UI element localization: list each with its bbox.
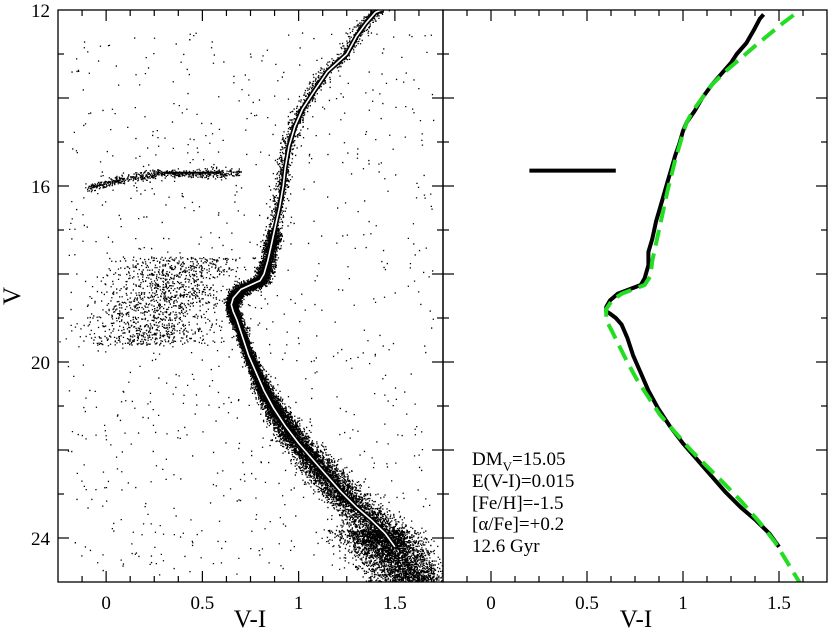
y-tick-label: 24 xyxy=(31,529,51,550)
dm-annotation: DMV=15.05 xyxy=(472,449,565,474)
right-x-axis-title: V-I xyxy=(620,606,652,633)
fit-parameters: DMV=15.05 E(V-I)=0.015 [Fe/H]=-1.5 [α/Fe… xyxy=(472,449,574,557)
left-x-tick-label: 0.5 xyxy=(191,593,215,614)
y-axis-title: V xyxy=(0,287,26,305)
right-axis-ticks: 0 0.5 1 1.5 xyxy=(443,10,827,614)
right-x-tick-label: 0 xyxy=(486,593,496,614)
right-panel: 0 0.5 1 1.5 DMV=15.05 E(V-I)=0.015 [Fe/H]=-… xyxy=(442,9,828,614)
left-panel-frame xyxy=(57,9,444,583)
left-x-axis-title: V-I xyxy=(234,606,266,633)
metallicity-annotation: [Fe/H]=-1.5 xyxy=(472,493,563,514)
age-annotation: 12.6 Gyr xyxy=(472,536,540,557)
left-panel: 0 0.5 1 1.5 12 16 20 24 xyxy=(31,1,444,614)
alpha-annotation: [α/Fe]=+0.2 xyxy=(472,514,564,535)
y-tick-label: 12 xyxy=(31,1,50,22)
right-x-tick-label: 1.5 xyxy=(767,593,791,614)
left-x-tick-label: 1.5 xyxy=(383,593,407,614)
model-isochrone-line xyxy=(604,12,802,582)
y-tick-label: 16 xyxy=(31,177,50,198)
left-x-tick-label: 1 xyxy=(294,593,304,614)
fiducial-line xyxy=(604,13,781,548)
left-x-tick-label: 0 xyxy=(101,593,111,614)
y-tick-label: 20 xyxy=(31,353,50,374)
left-axis-ticks: 0 0.5 1 1.5 12 16 20 24 xyxy=(31,1,443,614)
right-x-tick-label: 1 xyxy=(678,593,688,614)
extinction-annotation: E(V-I)=0.015 xyxy=(472,471,574,492)
right-fit-layer xyxy=(529,12,802,582)
left-isochrone-layer xyxy=(163,10,397,549)
right-x-tick-label: 0.5 xyxy=(575,593,599,614)
left-isochrone-core xyxy=(230,10,396,548)
star-points xyxy=(59,10,443,582)
star-scatter xyxy=(59,10,443,582)
